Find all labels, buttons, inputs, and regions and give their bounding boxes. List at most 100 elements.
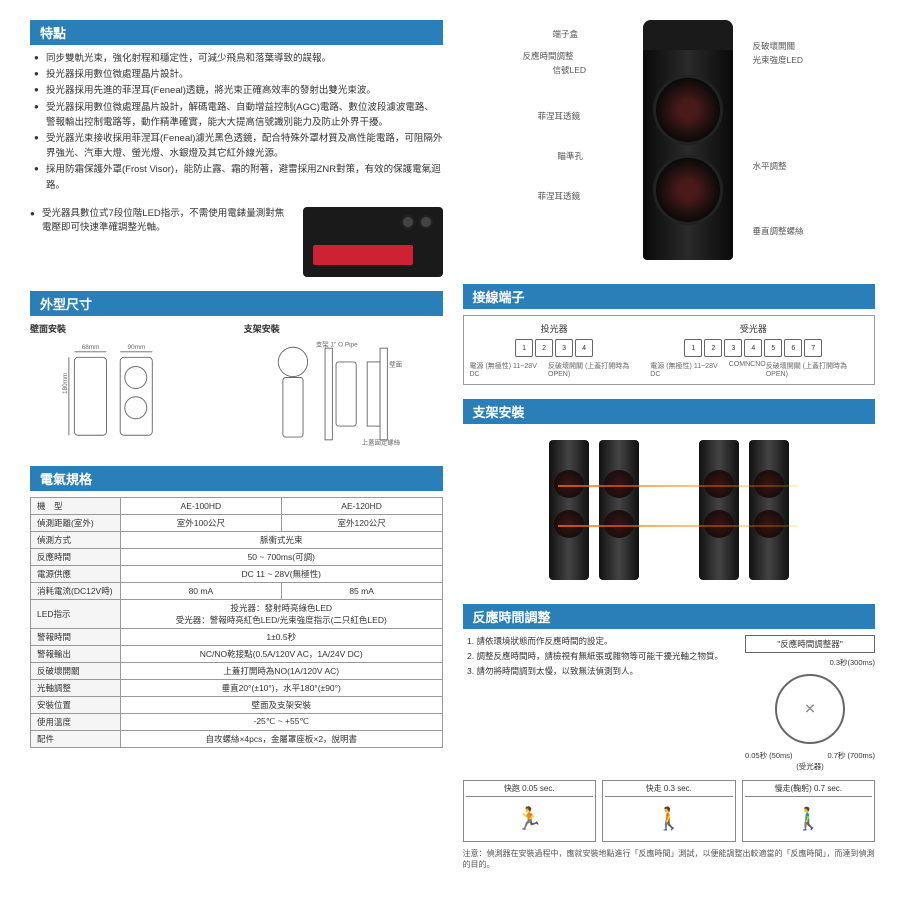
svg-text:壁面: 壁面 — [389, 359, 402, 368]
slow-walker-icon: 🚶‍♂️ — [745, 799, 873, 839]
bracket-device-icon — [749, 440, 789, 580]
table-row: 消耗電流(DC12V時)80 mA85 mA — [31, 582, 443, 599]
response-steps: 請依環境狀態而作反應時間的設定。 調整反應時間時，請檢視有無紙張或雜物等可能干擾… — [463, 635, 736, 772]
tx-terminals: 1 2 3 4 — [515, 339, 593, 357]
product-image: 端子盒 反應時間調整 信號LED 菲涅耳透鏡 瞄準孔 菲涅耳透鏡 反破壞開關 光… — [463, 20, 876, 270]
label-terminal-box: 端子盒 — [553, 28, 579, 40]
features-list: 同步雙軌光束，強化射程和穩定性，可減少飛鳥和落葉導致的誤報。 投光器採用數位微處… — [30, 51, 443, 193]
feature-item: 採用防霜保護外罩(Frost Visor)，能防止露、霜的附著，避雷採用ZNR對… — [34, 162, 443, 192]
wall-mount-diagram: 壁面安裝 68mm 90mm 180mm — [30, 322, 229, 452]
feature-item: 投光器採用數位微處理晶片設計。 — [34, 67, 443, 82]
table-row: 電源供應DC 11 ~ 28V(無極性) — [31, 565, 443, 582]
table-row: 配件自攻螺絲×4pcs，金屬罩座板×2，說明書 — [31, 730, 443, 747]
dial-title: "反應時間調整器" — [745, 635, 875, 653]
walker-icon: 🚶 — [605, 799, 733, 839]
feature-item: 受光器採用數位微處理晶片設計，解碼電路、自動增益控制(AGC)電路、數位波段濾波… — [34, 100, 443, 130]
response-content: 請依環境狀態而作反應時間的設定。 調整反應時間時，請檢視有無紙張或雜物等可能干擾… — [463, 635, 876, 772]
features-section: 特點 同步雙軌光束，強化射程和穩定性，可減少飛鳥和落葉導致的誤報。 投光器採用數… — [30, 20, 443, 277]
feature-item: 同步雙軌光束，強化射程和穩定性，可減少飛鳥和落葉導致的誤報。 — [34, 51, 443, 66]
table-row: 安裝位置壁面及支架安裝 — [31, 696, 443, 713]
label-vert-screw: 垂直調整螺絲 — [753, 225, 804, 237]
response-step: 請勿將時間調到太慢，以致無法偵測到人。 — [477, 665, 736, 678]
table-row: 機 型AE-100HDAE-120HD — [31, 497, 443, 514]
label-aim-hole: 瞄準孔 — [558, 150, 584, 162]
bracket-device-icon — [599, 440, 639, 580]
dimensions-header: 外型尺寸 — [30, 291, 443, 316]
dial-mark-t3: 0.7秒 (700ms) — [827, 750, 875, 761]
table-row: 偵測方式脈衝式光束 — [31, 531, 443, 548]
dial-mark-t1: 0.05秒 (50ms) — [745, 750, 793, 761]
label-fresnel: 菲涅耳透鏡 — [538, 110, 581, 122]
response-note: 注意：偵測器在安裝過程中，應就安裝地點進行「反應時間」測試，以便能調整出較適當的… — [463, 848, 876, 870]
beam-icon — [558, 525, 798, 527]
dimension-diagrams: 壁面安裝 68mm 90mm 180mm 支架安裝 — [30, 322, 443, 452]
speed-label: 慢走(鞠躬) 0.7 sec. — [745, 783, 873, 797]
table-row: 偵測距離(室外)室外100公尺室外120公尺 — [31, 514, 443, 531]
label-cover-open: 反破壞開關 — [753, 40, 796, 52]
svg-text:上蓋固定螺絲: 上蓋固定螺絲 — [361, 437, 400, 446]
table-row: LED指示投光器：發射時亮綠色LED 受光器：警報時亮紅色LED/光束強度指示(… — [31, 599, 443, 628]
svg-text:180mm: 180mm — [62, 372, 69, 393]
bracket-header: 支架安裝 — [463, 399, 876, 424]
led-note-text: 受光器具數位式7段位階LED指示，不需使用電錶量測對焦電壓即可快速準確調整光軸。 — [30, 207, 293, 236]
response-step: 請依環境狀態而作反應時間的設定。 — [477, 635, 736, 648]
table-row: 光軸調整垂直20°(±10°)，水平180°(±90°) — [31, 679, 443, 696]
dimensions-section: 外型尺寸 壁面安裝 68mm 90mm 180mm — [30, 291, 443, 452]
label-beam-led: 光束強度LED — [753, 54, 804, 66]
bracket-device-icon — [699, 440, 739, 580]
feature-item: 投光器採用先進的菲涅耳(Feneal)透鏡，將光束正確高效率的發射出雙光束波。 — [34, 83, 443, 98]
label-fresnel2: 菲涅耳透鏡 — [538, 190, 581, 202]
dial-icon — [775, 674, 845, 744]
tx-title: 投光器 — [515, 322, 593, 335]
speed-box: 慢走(鞠躬) 0.7 sec. 🚶‍♂️ — [742, 780, 876, 842]
led-dials-icon — [401, 215, 433, 229]
response-section: 反應時間調整 請依環境狀態而作反應時間的設定。 調整反應時間時，請檢視有無紙張或… — [463, 604, 876, 870]
bracket-outline-icon: 支架 1" O Pipe 壁面 上蓋固定螺絲 — [244, 339, 443, 449]
svg-text:支架 1" O Pipe: 支架 1" O Pipe — [316, 339, 358, 348]
label-response-adj: 反應時間調整 — [523, 50, 574, 62]
right-column: 端子盒 反應時間調整 信號LED 菲涅耳透鏡 瞄準孔 菲涅耳透鏡 反破壞開關 光… — [463, 20, 876, 884]
dial-center: (受光器) — [745, 761, 875, 772]
bracket-image — [463, 430, 876, 590]
led-indicator-image — [303, 207, 443, 277]
dial-diagram: "反應時間調整器" 0.3秒(300ms) 0.05秒 (50ms) 0.7秒 … — [745, 635, 875, 772]
specs-table: 機 型AE-100HDAE-120HD 偵測距離(室外)室外100公尺室外120… — [30, 497, 443, 748]
bracket-section: 支架安裝 — [463, 399, 876, 590]
svg-text:90mm: 90mm — [128, 344, 146, 351]
specs-section: 電氣規格 機 型AE-100HDAE-120HD 偵測距離(室外)室外100公尺… — [30, 466, 443, 748]
left-column: 特點 同步雙軌光束，強化射程和穩定性，可減少飛鳥和落葉導致的誤報。 投光器採用數… — [30, 20, 443, 884]
terminal-sublabels: 電源 (無極性) 11~28V DC 反破壞開關 (上蓋打開時為OPEN) 電源… — [470, 361, 869, 378]
bracket-device-icon — [549, 440, 589, 580]
label-horiz-adj: 水平調整 — [753, 160, 787, 172]
table-row: 使用溫度-25℃ ~ +55℃ — [31, 713, 443, 730]
rx-title: 受光器 — [684, 322, 822, 335]
label-signal-led: 信號LED — [553, 64, 587, 76]
dial-mark-t2: 0.3秒(300ms) — [745, 657, 875, 668]
page-root: 特點 同步雙軌光束，強化射程和穩定性，可減少飛鳥和落葉導致的誤報。 投光器採用數… — [30, 20, 875, 884]
speed-row: 快跑 0.05 sec. 🏃 快走 0.3 sec. 🚶 慢走(鞠躬) 0.7 … — [463, 780, 876, 842]
terminals-section: 接線端子 投光器 1 2 3 4 受光器 — [463, 284, 876, 385]
wall-outline-icon: 68mm 90mm 180mm — [30, 339, 229, 449]
terminal-diagram: 投光器 1 2 3 4 受光器 1 2 3 — [463, 315, 876, 385]
response-header: 反應時間調整 — [463, 604, 876, 629]
table-row: 反應時間50 ~ 700ms(可調) — [31, 548, 443, 565]
bracket-mount-diagram: 支架安裝 支架 1" O Pipe 壁面 上蓋固定螺絲 — [244, 322, 443, 452]
wall-mount-title: 壁面安裝 — [30, 322, 229, 335]
lens-icon — [653, 75, 723, 145]
table-row: 警報時間1±0.5秒 — [31, 628, 443, 645]
response-step: 調整反應時間時，請檢視有無紙張或雜物等可能干擾光軸之物質。 — [477, 650, 736, 663]
table-row: 反破壞開關上蓋打開時為NO(1A/120V AC) — [31, 662, 443, 679]
lens-icon — [653, 155, 723, 225]
runner-icon: 🏃 — [466, 799, 594, 839]
specs-header: 電氣規格 — [30, 466, 443, 491]
beam-icon — [558, 485, 798, 487]
speed-label: 快跑 0.05 sec. — [466, 783, 594, 797]
terminals-header: 接線端子 — [463, 284, 876, 309]
table-row: 警報輸出NC/NO乾接點(0.5A/120V AC，1A/24V DC) — [31, 645, 443, 662]
svg-text:68mm: 68mm — [82, 344, 100, 351]
feature-item: 受光器光束接收採用菲涅耳(Feneal)濾光黑色透鏡，配合特殊外罩材質及高性能電… — [34, 131, 443, 161]
led-note-row: 受光器具數位式7段位階LED指示，不需使用電錶量測對焦電壓即可快速準確調整光軸。 — [30, 207, 443, 277]
rx-terminals: 1 2 3 4 5 6 7 — [684, 339, 822, 357]
speed-box: 快跑 0.05 sec. 🏃 — [463, 780, 597, 842]
speed-label: 快走 0.3 sec. — [605, 783, 733, 797]
